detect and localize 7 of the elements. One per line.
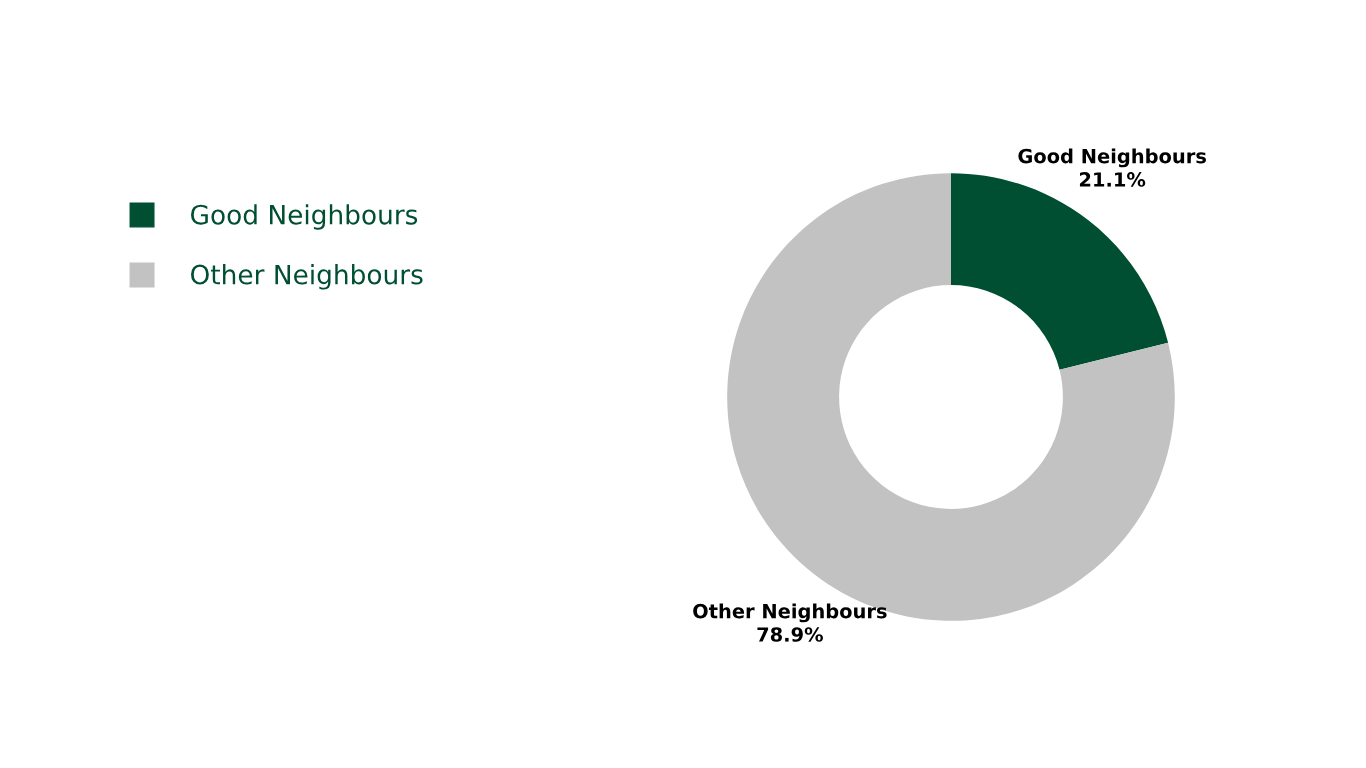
- donut-slice: [951, 173, 1169, 370]
- legend-label: Other Neighbours: [191, 264, 423, 290]
- slice-label: Good Neighbours: [1018, 148, 1206, 168]
- slice-label: Other Neighbours: [693, 603, 887, 623]
- legend-label: Good Neighbours: [191, 204, 418, 230]
- data-label: 78.9%: [757, 627, 823, 642]
- data-label: 21.1%: [1079, 172, 1146, 187]
